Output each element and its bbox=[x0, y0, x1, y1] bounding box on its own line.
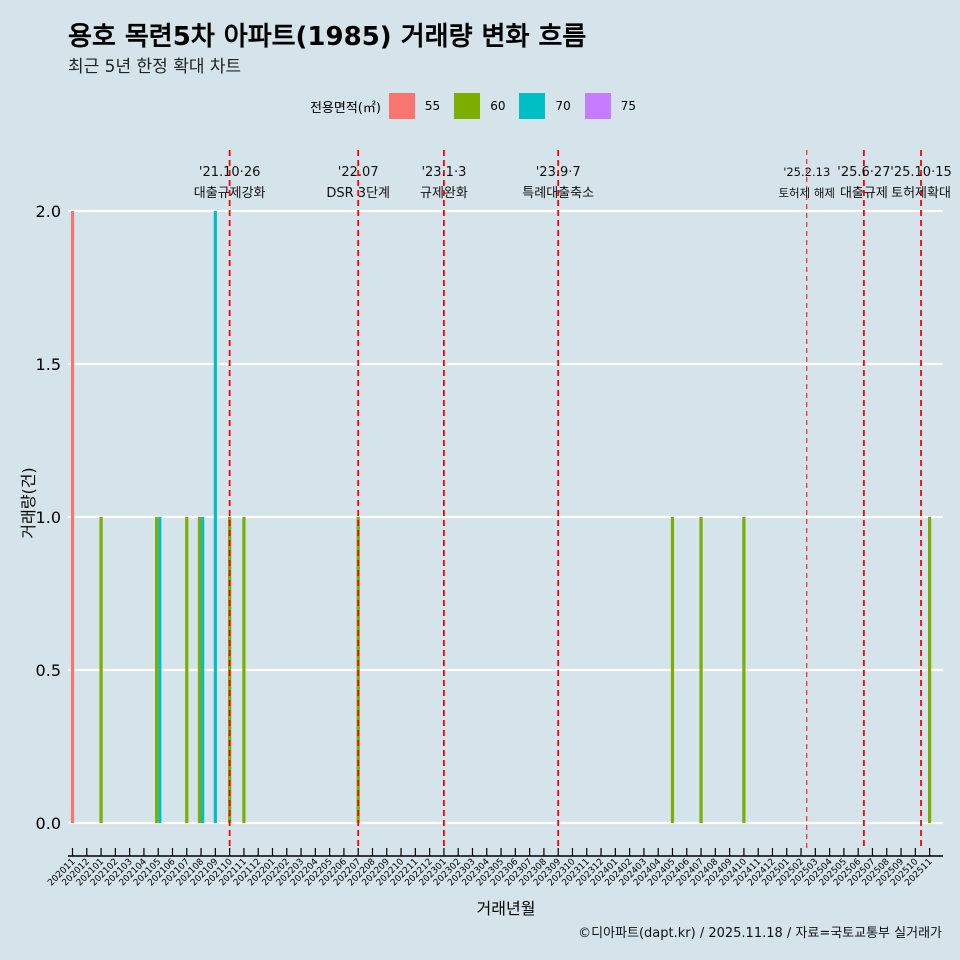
legend-item-55: 55 bbox=[388, 93, 441, 119]
bar-202511-60 bbox=[928, 517, 932, 823]
y-axis-title: 거래량(건) bbox=[19, 467, 38, 538]
bar-202111-60 bbox=[242, 517, 246, 823]
bar-202101-60 bbox=[99, 517, 103, 823]
event-date: '22.07 bbox=[338, 165, 379, 180]
bar-202410-60 bbox=[742, 517, 746, 823]
event-label: 규제완화 bbox=[420, 186, 468, 201]
y-tick-label: 1.5 bbox=[36, 355, 61, 374]
event-label: 토허제확대 bbox=[891, 186, 951, 201]
event-label: 대출규제 bbox=[840, 186, 888, 201]
y-tick-label: 0.0 bbox=[36, 814, 61, 833]
x-axis-title: 거래년월 bbox=[477, 899, 536, 918]
event-label: DSR 3단계 bbox=[326, 186, 390, 201]
legend: 전용면적(㎡) 55 60 70 75 bbox=[0, 93, 960, 119]
event-label: 대출규제강화 bbox=[194, 186, 266, 201]
legend-label-55: 55 bbox=[424, 99, 441, 113]
bar-202011-55 bbox=[70, 211, 75, 823]
event-date: '21.10·26 bbox=[199, 165, 260, 180]
chart-subtitle: 최근 5년 한정 확대 차트 bbox=[68, 57, 242, 77]
legend-swatch-70 bbox=[519, 93, 546, 119]
legend-item-70: 70 bbox=[519, 93, 571, 119]
y-tick-label: 0.5 bbox=[36, 661, 61, 680]
chart-title: 용호 목련5차 아파트(1985) 거래량 변화 흐름 bbox=[68, 22, 587, 52]
legend-item-75: 75 bbox=[584, 93, 637, 119]
y-tick-label: 1.0 bbox=[36, 508, 61, 527]
legend-item-60: 60 bbox=[454, 93, 505, 119]
bar-202105-70 bbox=[158, 517, 162, 823]
legend-swatch-75 bbox=[584, 93, 611, 119]
bar-202108-60 bbox=[197, 517, 202, 823]
legend-swatch-55 bbox=[388, 93, 415, 119]
legend-label-70: 70 bbox=[555, 99, 571, 113]
bar-202407-60 bbox=[699, 517, 703, 823]
event-date: '25.6·27 bbox=[837, 165, 890, 180]
event-date: '25.10·15 bbox=[890, 165, 951, 180]
bar-202109-70 bbox=[213, 211, 217, 823]
bar-202405-60 bbox=[670, 517, 675, 823]
event-label: 특례대출축소 bbox=[522, 186, 594, 201]
event-label: 토허제 해제 bbox=[778, 186, 835, 200]
legend-label-60: 60 bbox=[490, 99, 506, 113]
event-date: '23.9·7 bbox=[536, 165, 581, 180]
event-date: '25.2.13 bbox=[783, 165, 830, 179]
event-date: '23.1·3 bbox=[421, 165, 466, 180]
y-tick-label: 2.0 bbox=[36, 202, 61, 221]
bar-202105-60 bbox=[155, 517, 159, 823]
source-caption: ©디아파트(dapt.kr) / 2025.11.18 / 자료=국토교통부 실… bbox=[578, 926, 942, 941]
legend-swatch-60 bbox=[454, 93, 481, 119]
legend-title: 전용면적(㎡) bbox=[309, 100, 381, 116]
bar-202108-70 bbox=[201, 517, 205, 823]
legend-label-75: 75 bbox=[620, 99, 637, 113]
bar-202107-60 bbox=[185, 517, 189, 823]
